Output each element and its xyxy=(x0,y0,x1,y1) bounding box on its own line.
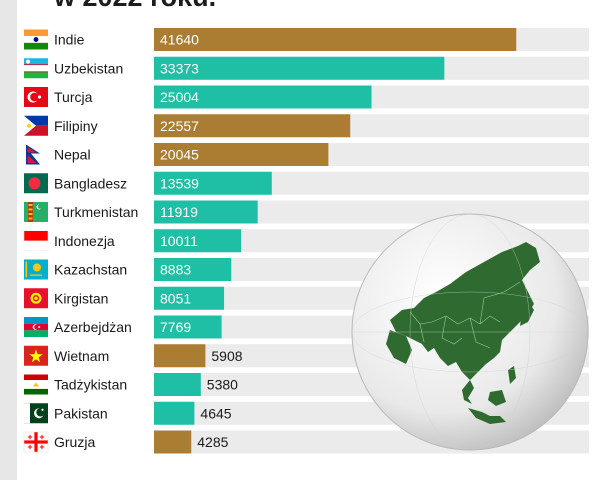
value-label: 8051 xyxy=(160,290,191,306)
category-label: Filipiny xyxy=(54,118,98,134)
value-label: 5908 xyxy=(211,348,242,364)
category-label: Pakistan xyxy=(54,405,108,421)
value-label: 25004 xyxy=(160,89,199,105)
globe-graticule xyxy=(352,214,588,450)
bar xyxy=(154,143,329,166)
nepal-flag-icon xyxy=(26,144,40,165)
category-label: Nepal xyxy=(54,147,91,163)
india-flag-icon xyxy=(24,29,48,50)
category-label: Turcja xyxy=(54,89,93,105)
bar-row: Turcja 25004 xyxy=(24,85,589,109)
value-label: 4285 xyxy=(197,434,228,450)
philippines-islands xyxy=(508,366,516,384)
bar-row: Uzbekistan 33373 xyxy=(24,56,589,80)
left-sidebar-strip xyxy=(0,0,17,480)
bar xyxy=(154,171,272,195)
bar-row: Filipiny 22557 xyxy=(24,114,589,138)
philippines-flag-icon xyxy=(24,115,48,136)
georgia-flag-icon xyxy=(23,431,49,453)
bar xyxy=(154,373,201,396)
indonesia-flag-icon xyxy=(23,230,49,251)
category-label: Indie xyxy=(54,32,85,48)
bar-row: Nepal 20045 xyxy=(26,143,589,166)
azerbaijan-flag-icon xyxy=(24,317,48,337)
asia-landmass xyxy=(390,242,540,380)
bar-row: Indie 41640 xyxy=(24,28,589,51)
category-label: Kirgistan xyxy=(54,290,108,306)
category-label: Azerbejdżan xyxy=(54,319,132,335)
value-label: 8883 xyxy=(160,262,191,278)
value-label: 22557 xyxy=(160,118,199,134)
value-label: 10011 xyxy=(160,233,198,249)
borneo-island xyxy=(488,390,506,406)
asia-globe-map xyxy=(351,213,589,451)
tajikistan-flag-icon xyxy=(24,374,48,395)
value-label: 20045 xyxy=(160,147,199,163)
indonesia-islands xyxy=(468,408,506,424)
value-label: 5380 xyxy=(207,377,238,393)
bar xyxy=(154,315,222,339)
bar xyxy=(154,200,258,224)
turkey-flag-icon xyxy=(24,87,48,107)
bar xyxy=(154,430,192,454)
value-label: 33373 xyxy=(160,60,199,76)
bar xyxy=(154,85,372,109)
bar xyxy=(154,28,517,51)
category-label: Turkmenistan xyxy=(54,204,138,220)
category-label: Tadżykistan xyxy=(54,377,127,393)
value-label: 41640 xyxy=(160,32,199,48)
bar xyxy=(154,258,232,281)
bar xyxy=(154,229,242,253)
pakistan-flag-icon xyxy=(24,403,48,424)
vietnam-flag-icon xyxy=(24,345,48,366)
value-label: 13539 xyxy=(160,175,199,191)
category-label: Gruzja xyxy=(54,434,95,450)
value-label: 4645 xyxy=(200,405,231,421)
kyrgyzstan-flag-icon xyxy=(24,288,48,309)
value-label: 11919 xyxy=(160,204,198,220)
kazakhstan-flag-icon xyxy=(24,259,48,280)
chart-title: w 2022 roku. xyxy=(54,0,216,13)
arabian-peninsula xyxy=(386,330,412,364)
bar xyxy=(154,344,206,368)
category-label: Indonezja xyxy=(54,233,115,249)
bar xyxy=(154,286,225,310)
value-label: 7769 xyxy=(160,319,191,335)
category-label: Wietnam xyxy=(54,348,109,364)
bar xyxy=(154,56,445,80)
bar xyxy=(154,401,195,425)
category-label: Bangladesz xyxy=(54,175,127,191)
japan-island xyxy=(520,304,534,326)
bar-row: Bangladesz 13539 xyxy=(24,171,589,195)
country-borders xyxy=(409,281,521,349)
category-label: Kazachstan xyxy=(54,262,127,278)
uzbekistan-flag-icon xyxy=(24,58,48,79)
bar xyxy=(154,114,351,138)
category-label: Uzbekistan xyxy=(54,60,123,76)
southeast-asia-peninsula xyxy=(462,380,474,404)
bangladesh-flag-icon xyxy=(24,173,48,194)
turkmenistan-flag-icon xyxy=(24,202,48,222)
